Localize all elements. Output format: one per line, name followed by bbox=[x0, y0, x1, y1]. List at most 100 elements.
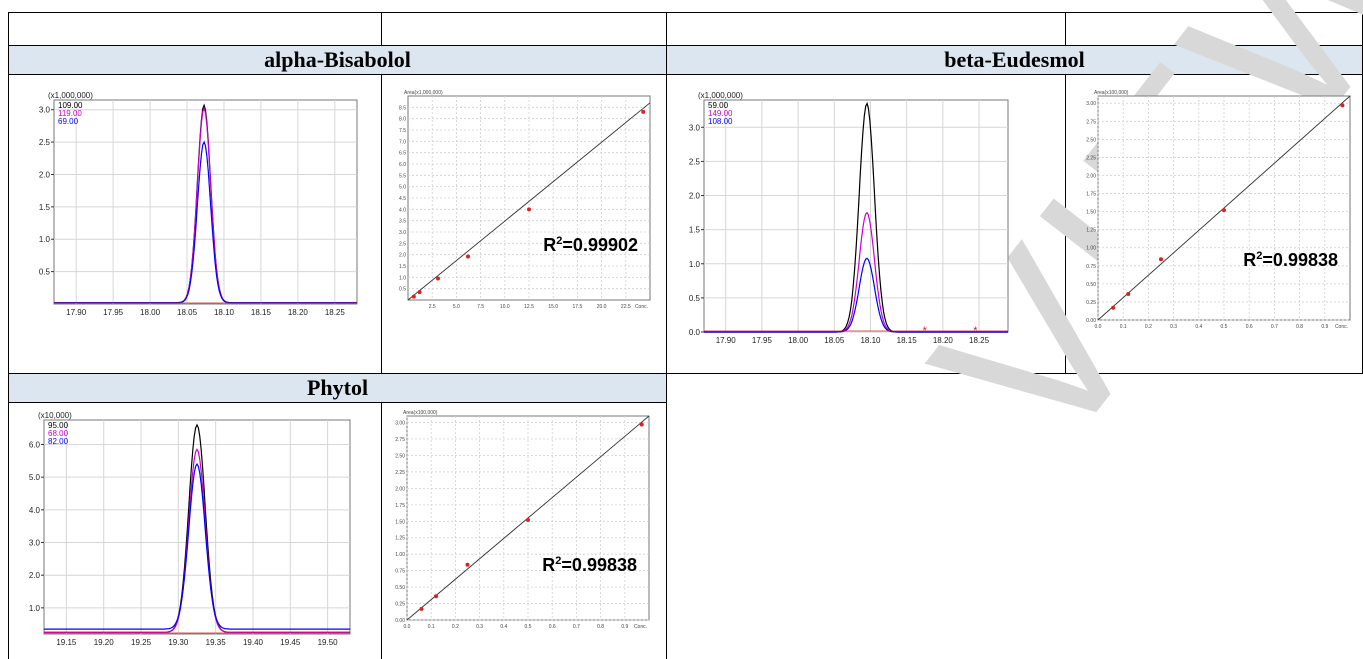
y-tick-label: 1.75 bbox=[395, 503, 405, 509]
data-point bbox=[1340, 103, 1345, 108]
chromatogram-alpha-bisabolol: 17.90 17.95 18.00 18.05 18.10 18.15 18.20 18.25… bbox=[39, 91, 358, 317]
y-tick-label: 0.00 bbox=[1086, 318, 1096, 324]
y-tick-label: 6.0 bbox=[399, 162, 406, 168]
fit-line bbox=[1097, 95, 1351, 321]
y-tick-label: 4.0 bbox=[29, 506, 41, 515]
y-tick-label: 2.50 bbox=[395, 453, 405, 459]
x-tick-label: 0.7 bbox=[573, 624, 580, 630]
data-point bbox=[466, 254, 471, 259]
plot-frame bbox=[43, 419, 351, 635]
x-tick-label: 17.95 bbox=[752, 336, 773, 345]
x-tick-label: 0.0 bbox=[404, 624, 411, 630]
data-point bbox=[1159, 257, 1163, 262]
legend-entry: 69.00 bbox=[58, 117, 79, 126]
y-tick-label: 2.25 bbox=[395, 470, 405, 476]
y-tick-label: 2.25 bbox=[1086, 155, 1096, 161]
y-axis-label: Area(x100,000) bbox=[403, 410, 438, 416]
y-tick-label: 0.50 bbox=[395, 585, 405, 591]
series-line bbox=[704, 257, 1008, 333]
x-axis-label: Conc. bbox=[1335, 324, 1348, 330]
x-tick-label: 19.25 bbox=[131, 638, 152, 647]
x-tick-label: 18.15 bbox=[897, 336, 918, 345]
x-tick-label: 18.10 bbox=[214, 308, 235, 317]
x-tick-label: 19.15 bbox=[56, 638, 77, 647]
data-point bbox=[434, 594, 439, 599]
x-tick-label: 18.00 bbox=[140, 308, 161, 317]
x-tick-label: 0.1 bbox=[1120, 324, 1127, 330]
header-empty-cell-3 bbox=[666, 12, 1066, 46]
y-tick-label: 2.75 bbox=[1086, 119, 1096, 125]
y-tick-label: 6.0 bbox=[29, 441, 41, 450]
y-tick-label: 2.0 bbox=[399, 253, 406, 259]
data-point bbox=[411, 294, 416, 299]
legend-entry: 59.00 bbox=[708, 101, 729, 110]
y-tick-label: 3.0 bbox=[39, 106, 51, 115]
x-tick-label: 12.5 bbox=[524, 304, 534, 310]
x-tick-label: 0.0 bbox=[1095, 324, 1102, 330]
data-point bbox=[641, 109, 646, 114]
series-line bbox=[44, 462, 350, 630]
calibration-alpha-bisabolol: 2.5 5.0 7.5 10.0 12.5 15.0 17.5 20.0 22.50.51.01… bbox=[399, 90, 651, 310]
y-scale-label: (x1,000,000) bbox=[698, 91, 743, 100]
section-title-beta-eudesmol: beta-Eudesmol bbox=[666, 45, 1363, 75]
y-tick-label: 5.0 bbox=[399, 185, 406, 191]
x-tick-label: 0.6 bbox=[1246, 324, 1253, 330]
x-tick-label: 0.1 bbox=[428, 624, 435, 630]
data-point bbox=[639, 422, 644, 427]
data-point bbox=[465, 562, 470, 567]
section-title-phytol: Phytol bbox=[8, 373, 667, 403]
y-tick-label: 0.5 bbox=[689, 294, 701, 303]
y-tick-label: 4.5 bbox=[399, 196, 406, 202]
y-tick-label: 1.5 bbox=[399, 264, 406, 270]
x-tick-label: 18.25 bbox=[969, 336, 990, 345]
x-tick-label: 0.4 bbox=[500, 624, 507, 630]
x-tick-label: 18.15 bbox=[251, 308, 272, 317]
r-squared-label: R2=0.99838 bbox=[1243, 250, 1338, 270]
y-tick-label: 8.5 bbox=[399, 105, 406, 111]
legend-entry: 95.00 bbox=[48, 421, 69, 430]
section-title-alpha-bisabolol: alpha-Bisabolol bbox=[8, 45, 667, 75]
y-tick-label: 2.5 bbox=[689, 157, 701, 166]
calibration-beta-eudesmol: 0.0 0.1 0.2 0.3 0.4 0.5 0.6 0.7 0.8 0.9 0.00 0.25 0.… bbox=[1086, 90, 1351, 330]
r-squared-label: R2=0.99902 bbox=[543, 235, 638, 255]
x-tick-label: 0.6 bbox=[549, 624, 556, 630]
x-tick-label: 0.8 bbox=[1296, 324, 1303, 330]
y-tick-label: 0.75 bbox=[1086, 264, 1096, 270]
x-tick-label: 0.3 bbox=[1170, 324, 1177, 330]
y-tick-label: 3.0 bbox=[399, 230, 406, 236]
x-tick-label: 0.2 bbox=[1145, 324, 1152, 330]
header-empty-cell-1 bbox=[8, 12, 382, 46]
r-squared-prefix: R bbox=[1243, 250, 1256, 270]
y-tick-label: 4.0 bbox=[399, 207, 406, 213]
y-tick-label: 0.00 bbox=[395, 618, 405, 624]
y-tick-label: 0.75 bbox=[395, 569, 405, 575]
y-axis-label: Area(x1,000,000) bbox=[404, 90, 443, 96]
y-tick-label: 1.25 bbox=[1086, 228, 1096, 234]
peak-marker: * bbox=[973, 325, 978, 337]
data-point bbox=[417, 290, 422, 295]
y-tick-label: 3.5 bbox=[399, 219, 406, 225]
y-tick-label: 1.5 bbox=[39, 203, 51, 212]
r-squared-prefix: R bbox=[542, 555, 555, 575]
x-tick-label: 18.20 bbox=[288, 308, 309, 317]
y-tick-label: 2.50 bbox=[1086, 137, 1096, 143]
y-tick-label: 1.50 bbox=[395, 519, 405, 525]
y-tick-label: 0.5 bbox=[39, 268, 51, 277]
x-tick-label: 19.35 bbox=[206, 638, 227, 647]
legend-entry: 82.00 bbox=[48, 437, 69, 446]
legend-entry: 149.00 bbox=[708, 109, 733, 118]
y-tick-label: 2.5 bbox=[399, 241, 406, 247]
r-squared-superscript: 2 bbox=[555, 555, 561, 567]
y-tick-label: 3.00 bbox=[1086, 101, 1096, 107]
x-tick-label: 22.5 bbox=[621, 304, 631, 310]
peak-marker: * bbox=[923, 325, 928, 337]
y-tick-label: 5.0 bbox=[29, 473, 41, 482]
y-tick-label: 5.5 bbox=[399, 173, 406, 179]
x-tick-label: 20.0 bbox=[597, 304, 607, 310]
x-tick-label: 0.5 bbox=[1221, 324, 1228, 330]
x-tick-label: 0.5 bbox=[525, 624, 532, 630]
y-tick-label: 1.00 bbox=[395, 552, 405, 558]
legend-entry: 68.00 bbox=[48, 429, 69, 438]
y-axis-label: Area(x100,000) bbox=[1094, 90, 1129, 96]
data-point bbox=[1126, 291, 1131, 296]
